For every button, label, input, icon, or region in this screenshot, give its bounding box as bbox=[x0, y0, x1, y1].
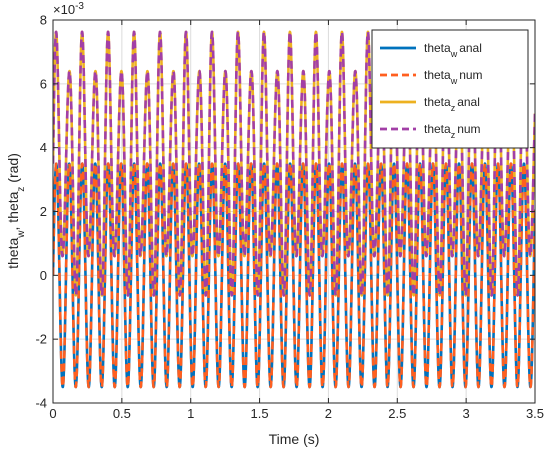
x-tick-label: 1 bbox=[187, 406, 194, 421]
legend-entry-subscript: w bbox=[450, 76, 458, 86]
x-tick-label: 0 bbox=[49, 406, 56, 421]
x-tick-label: 3.5 bbox=[526, 406, 544, 421]
legend-entry-base: theta bbox=[424, 122, 451, 136]
legend-entry-1: thetaw anal bbox=[424, 41, 482, 59]
y-axis-label-subscript: w bbox=[16, 230, 27, 239]
x-axis-label: Time (s) bbox=[269, 431, 320, 447]
y-tick-label: -4 bbox=[35, 396, 47, 411]
series-line-2 bbox=[53, 162, 535, 389]
legend-entry-suffix: anal bbox=[459, 41, 482, 55]
legend-entry-suffix: num bbox=[457, 122, 480, 136]
legend-entry-4: thetaz num bbox=[424, 122, 481, 140]
legend-entry-subscript: z bbox=[451, 103, 456, 113]
y-tick-label: 8 bbox=[40, 13, 47, 28]
y-axis-exponent: ×10-3 bbox=[53, 1, 84, 18]
y-axis-label-part: , theta bbox=[5, 191, 21, 230]
legend-entry-base: theta bbox=[424, 41, 451, 55]
legend-entry-2: thetaw num bbox=[424, 68, 483, 86]
y-tick-label: 0 bbox=[40, 268, 47, 283]
x-tick-label: 2.5 bbox=[388, 406, 406, 421]
x-tick-label: 1.5 bbox=[251, 406, 269, 421]
y-axis-label: thetaw, thetaz (rad) bbox=[5, 153, 27, 269]
axes: 0 0.5 1 1.5 2 2.5 3 3.5 -4 -2 0 2 4 6 8 bbox=[35, 13, 544, 422]
x-tick-label: 3 bbox=[463, 406, 470, 421]
y-axis-label-part: theta bbox=[5, 238, 21, 269]
y-tick-label: 6 bbox=[40, 76, 47, 91]
x-tick-label: 0.5 bbox=[113, 406, 131, 421]
y-tick-label: 4 bbox=[40, 140, 47, 155]
series-line-4 bbox=[53, 30, 535, 297]
y-tick-label: -2 bbox=[35, 332, 47, 347]
y-axis-label-subscript: z bbox=[16, 187, 27, 192]
x-tick-label: 2 bbox=[325, 406, 332, 421]
legend-entry-3: thetaz anal bbox=[424, 95, 480, 113]
legend-entry-base: theta bbox=[424, 68, 451, 82]
exponent-base: ×10 bbox=[53, 2, 75, 17]
series-layer bbox=[53, 30, 535, 389]
y-axis-label-part: (rad) bbox=[5, 153, 21, 186]
y-tick-label: 2 bbox=[40, 204, 47, 219]
legend-entry-suffix: anal bbox=[457, 95, 480, 109]
legend-entry-base: theta bbox=[424, 95, 451, 109]
legend-entry-suffix: num bbox=[459, 68, 482, 82]
axis-labels: Time (s) thetaw, thetaz (rad) ×10-3 bbox=[5, 1, 319, 448]
legend-entry-subscript: w bbox=[450, 49, 458, 59]
legend-entry-subscript: z bbox=[451, 130, 456, 140]
exponent-power: -3 bbox=[75, 1, 84, 12]
